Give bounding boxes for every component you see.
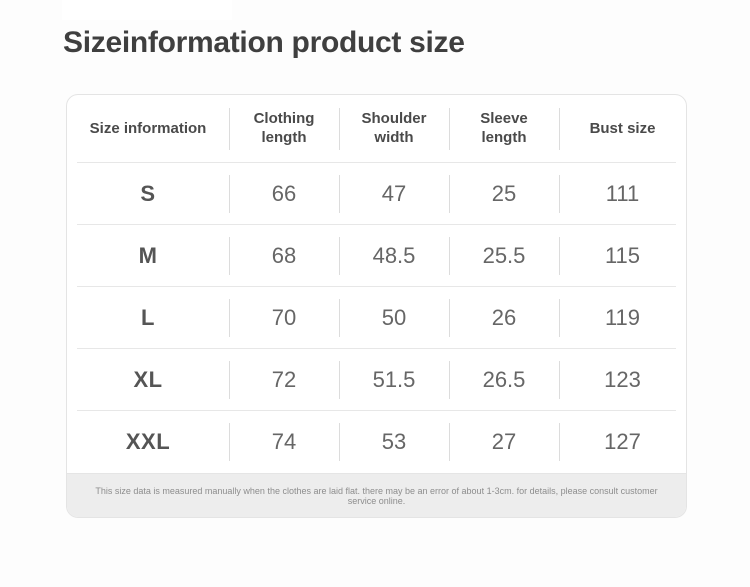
bust-size-value: 123 [559, 349, 686, 411]
column-header-size-information: Size information [67, 95, 229, 163]
size-label: L [141, 305, 155, 330]
clothing-length-value: 72 [229, 349, 339, 411]
bust-size-value: 111 [559, 163, 686, 225]
size-label: XL [133, 367, 163, 392]
shoulder-width-value: 50 [339, 287, 449, 349]
table-row-s: S 66 47 25 111 [67, 163, 686, 225]
size-label: S [140, 181, 156, 206]
column-header-clothing-length: Clothing length [229, 95, 339, 163]
clothing-length-value: 70 [229, 287, 339, 349]
table-footnote-band: This size data is measured manually when… [67, 473, 686, 517]
column-header-shoulder-width: Shoulder width [339, 95, 449, 163]
table-header-row: Size information Clothing length Shoulde… [67, 95, 686, 163]
sleeve-length-value: 26 [449, 287, 559, 349]
clothing-length-value: 68 [229, 225, 339, 287]
bust-size-value: 119 [559, 287, 686, 349]
table-body: S 66 47 25 111 M 68 48.5 25.5 115 L 70 5… [67, 163, 686, 473]
column-header-sleeve-length: Sleeve length [449, 95, 559, 163]
table-row-xxl: XXL 74 53 27 127 [67, 411, 686, 473]
shoulder-width-value: 51.5 [339, 349, 449, 411]
column-header-label: Sleeve length [480, 110, 528, 146]
decorative-white-strip [62, 0, 232, 20]
clothing-length-value: 74 [229, 411, 339, 473]
column-header-label: Clothing length [253, 110, 315, 146]
shoulder-width-value: 48.5 [339, 225, 449, 287]
table-row-l: L 70 50 26 119 [67, 287, 686, 349]
page-title: Sizeinformation product size [63, 26, 465, 59]
size-table-card: Size information Clothing length Shoulde… [66, 94, 687, 518]
column-header-label: Shoulder width [361, 110, 427, 146]
sleeve-length-value: 27 [449, 411, 559, 473]
table-row-m: M 68 48.5 25.5 115 [67, 225, 686, 287]
shoulder-width-value: 47 [339, 163, 449, 225]
column-header-label: Bust size [589, 119, 656, 137]
clothing-length-value: 66 [229, 163, 339, 225]
size-label: M [138, 243, 158, 268]
sleeve-length-value: 26.5 [449, 349, 559, 411]
table-row-xl: XL 72 51.5 26.5 123 [67, 349, 686, 411]
column-header-label: Size information [89, 119, 207, 137]
sleeve-length-value: 25 [449, 163, 559, 225]
column-header-bust-size: Bust size [559, 95, 686, 163]
sleeve-length-value: 25.5 [449, 225, 559, 287]
table-footnote-text: This size data is measured manually when… [95, 485, 658, 506]
shoulder-width-value: 53 [339, 411, 449, 473]
bust-size-value: 127 [559, 411, 686, 473]
bust-size-value: 115 [559, 225, 686, 287]
size-label: XXL [125, 429, 171, 454]
